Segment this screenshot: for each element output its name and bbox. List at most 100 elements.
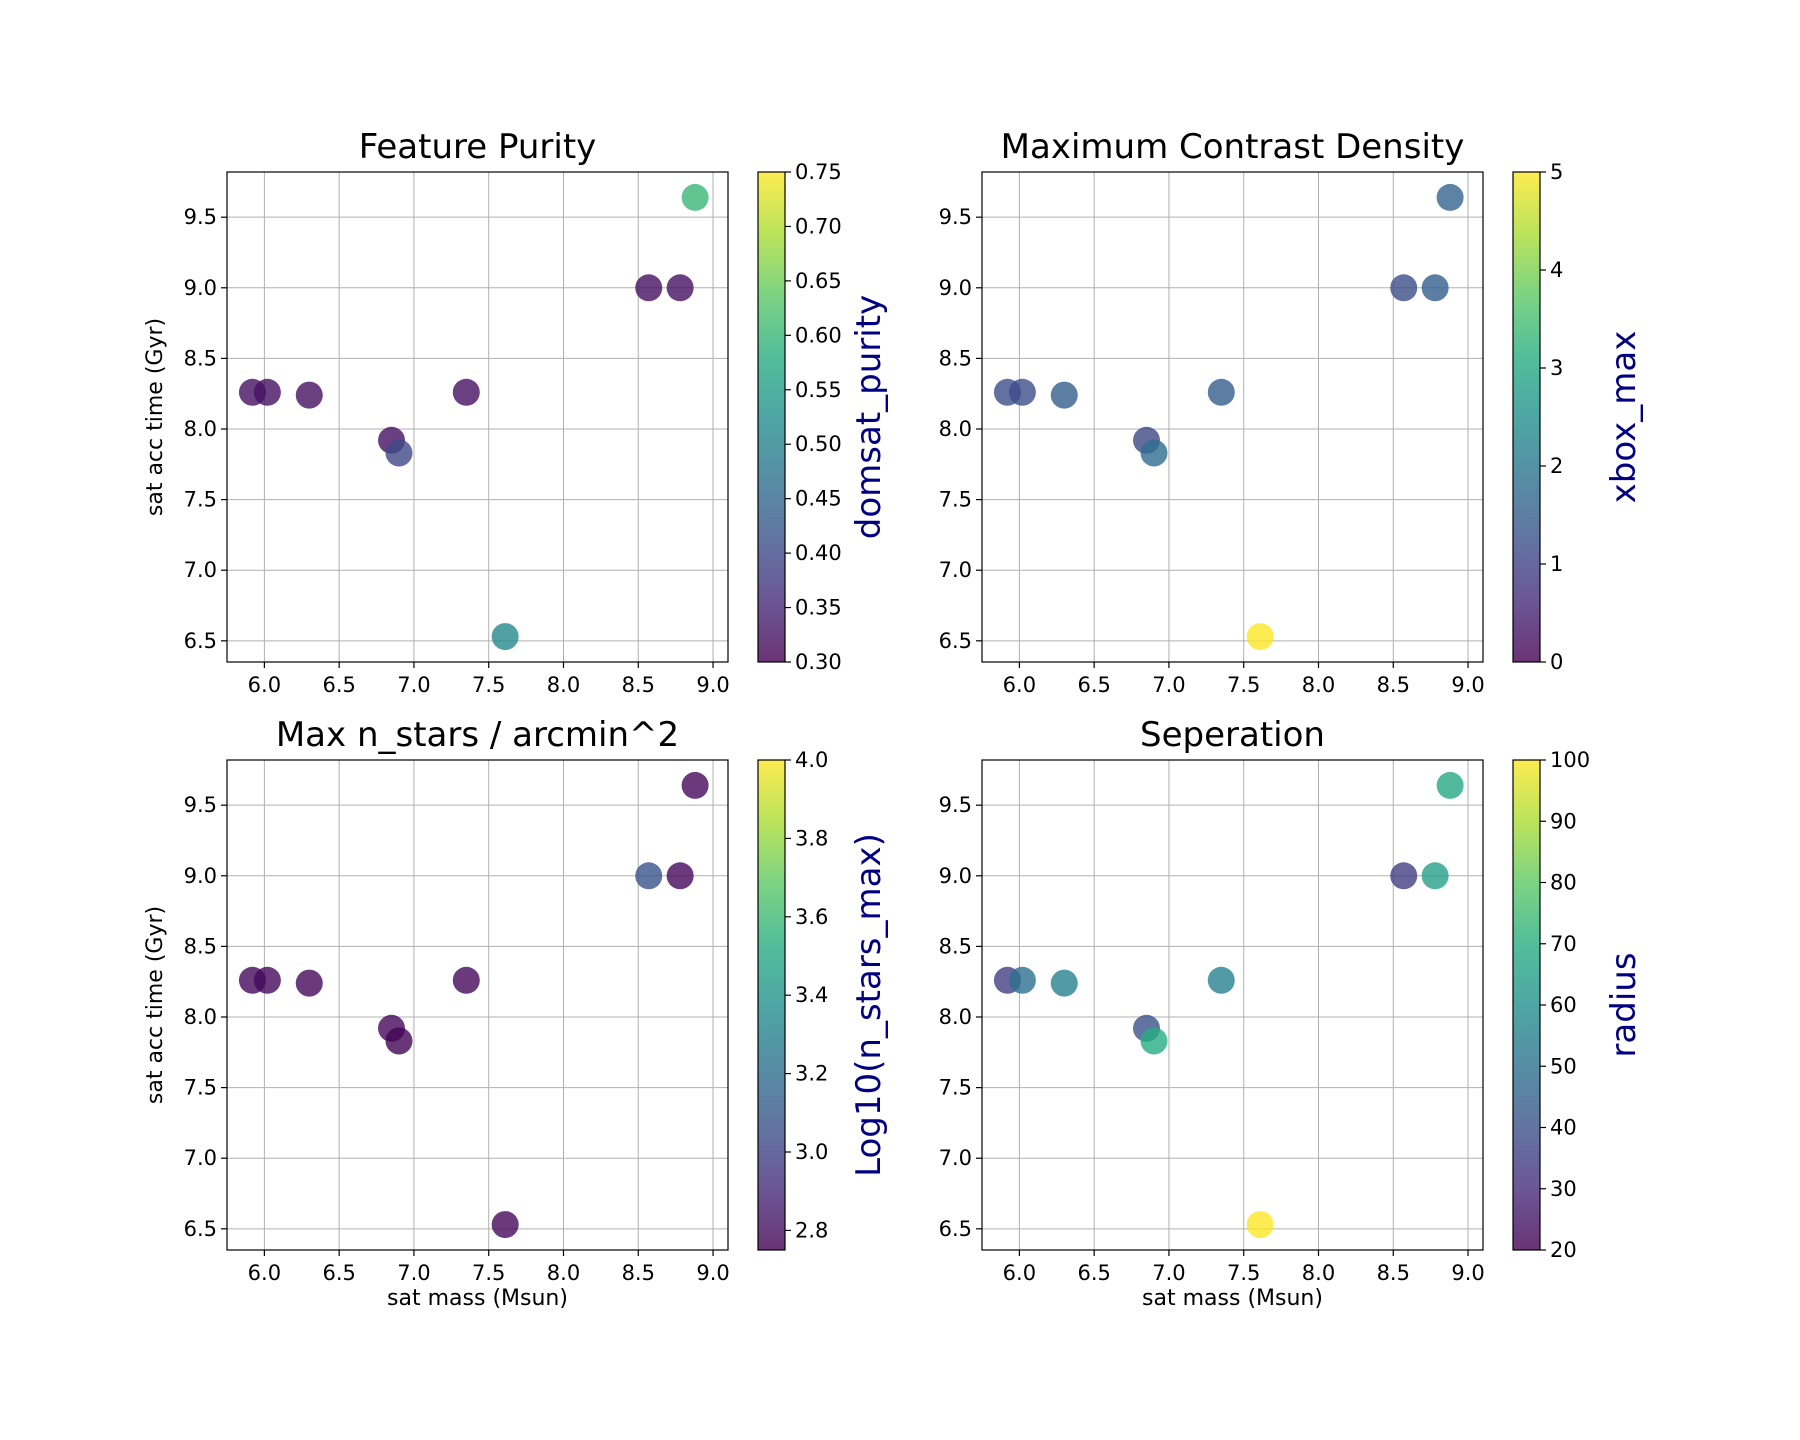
data-point	[1207, 378, 1235, 406]
data-point	[385, 1027, 413, 1055]
y-tick-label: 8.5	[184, 346, 217, 370]
y-tick-label: 6.5	[184, 1217, 217, 1241]
y-tick-label: 9.0	[184, 864, 217, 888]
colorbar-tick-label: 4	[1550, 258, 1563, 282]
colorbar-tick-label: 5	[1550, 160, 1563, 184]
colorbar-tick-label: 0.50	[795, 432, 842, 456]
panel-4: 6.0 6.5 7.0 7.5 8.0 8.5 9.0 6.5 7.0 7.5 8.0 8.5 9.0 9…	[939, 715, 1644, 1311]
colorbar-tick-label: 80	[1550, 871, 1577, 895]
y-tick-label: 7.5	[939, 1076, 972, 1100]
data-point	[666, 862, 694, 890]
x-tick-label: 7.0	[1152, 1261, 1185, 1285]
colorbar-tick-label: 20	[1550, 1238, 1577, 1262]
y-tick-label: 7.0	[184, 1146, 217, 1170]
colorbar-tick-label: 90	[1550, 809, 1577, 833]
y-tick-label: 8.0	[939, 417, 972, 441]
y-tick-label: 8.0	[184, 417, 217, 441]
colorbar-gradient	[758, 760, 785, 1250]
colorbar-tick-label: 30	[1550, 1177, 1577, 1201]
y-tick-label: 9.5	[939, 793, 972, 817]
data-point	[1436, 183, 1464, 211]
colorbar-tick-label: 0.60	[795, 323, 842, 347]
colorbar-frame	[1512, 171, 1541, 663]
x-tick-label: 8.5	[1377, 1261, 1410, 1285]
plot-frame	[981, 171, 1484, 663]
colorbar-tick-label: 2.8	[795, 1218, 828, 1242]
colorbar-label: xbox_max	[1604, 331, 1644, 504]
chart-title: Max n_stars / arcmin^2	[276, 715, 679, 755]
colorbar-tick-label: 0.30	[795, 650, 842, 674]
x-tick-label: 6.5	[322, 673, 355, 697]
data-point	[1207, 966, 1235, 994]
colorbar-tick-label: 100	[1550, 748, 1590, 772]
colorbar-tick-label: 0.40	[795, 541, 842, 565]
y-tick-label: 7.0	[184, 558, 217, 582]
data-point	[635, 862, 663, 890]
colorbar-tick-label: 3.8	[795, 826, 828, 850]
colorbar-label: Log10(n_stars_max)	[849, 833, 889, 1177]
y-tick-label: 8.5	[939, 934, 972, 958]
data-point	[1421, 274, 1449, 302]
x-tick-label: 7.0	[1152, 673, 1185, 697]
y-tick-label: 7.0	[939, 1146, 972, 1170]
x-axis-label: sat mass (Msun)	[387, 1286, 568, 1311]
y-tick-label: 9.5	[939, 205, 972, 229]
y-tick-label: 6.5	[184, 629, 217, 653]
colorbar-label: radius	[1604, 952, 1644, 1057]
x-tick-label: 7.5	[1227, 673, 1260, 697]
colorbar-tick-label: 60	[1550, 993, 1577, 1017]
y-tick-label: 7.0	[939, 558, 972, 582]
data-point	[253, 378, 281, 406]
colorbar: 2.8 3.0 3.2 3.4 3.6 3.8 4.0 Log10(n_stars_max)	[757, 748, 889, 1251]
panel-2: 6.0 6.5 7.0 7.5 8.0 8.5 9.0 6.5 7.0 7.5 8.0 8.5 9.0 9…	[939, 127, 1644, 697]
colorbar-tick-label: 0.35	[795, 596, 842, 620]
data-point	[1246, 1211, 1274, 1239]
x-tick-label: 8.5	[1377, 673, 1410, 697]
colorbar-tick-label: 3.0	[795, 1140, 828, 1164]
y-tick-label: 9.5	[184, 793, 217, 817]
x-tick-label: 9.0	[1451, 1261, 1484, 1285]
data-point	[491, 623, 519, 651]
x-tick-label: 9.0	[696, 673, 729, 697]
colorbar-frame	[757, 171, 786, 663]
data-point	[385, 439, 413, 467]
x-tick-label: 6.5	[1077, 1261, 1110, 1285]
x-tick-label: 7.0	[397, 673, 430, 697]
plot-frame	[981, 759, 1484, 1251]
x-tick-label: 6.5	[1077, 673, 1110, 697]
colorbar-tick-label: 40	[1550, 1116, 1577, 1140]
data-point	[635, 274, 663, 302]
y-tick-label: 9.0	[939, 276, 972, 300]
colorbar-tick-label: 0.65	[795, 269, 842, 293]
x-tick-label: 8.5	[622, 1261, 655, 1285]
data-point	[1050, 969, 1078, 997]
colorbar-gradient	[758, 172, 785, 662]
chart-title: Maximum Contrast Density	[1001, 127, 1465, 167]
x-tick-label: 6.0	[1003, 1261, 1036, 1285]
y-tick-label: 7.5	[184, 488, 217, 512]
x-axis-label: sat mass (Msun)	[1142, 1286, 1323, 1311]
data-point	[666, 274, 694, 302]
plot-frame	[226, 171, 729, 663]
y-tick-label: 6.5	[939, 629, 972, 653]
x-tick-label: 8.5	[622, 673, 655, 697]
x-tick-label: 7.5	[472, 673, 505, 697]
y-tick-label: 8.0	[184, 1005, 217, 1029]
colorbar-frame	[757, 759, 786, 1251]
x-tick-label: 7.0	[397, 1261, 430, 1285]
x-tick-label: 8.0	[1302, 673, 1335, 697]
data-point	[452, 378, 480, 406]
data-point	[1246, 623, 1274, 651]
data-point	[1008, 378, 1036, 406]
x-tick-label: 6.0	[248, 673, 281, 697]
colorbar: 0 1 2 3 4 5 xbox_max	[1512, 160, 1644, 674]
colorbar-tick-label: 0.55	[795, 378, 842, 402]
plot-frame	[226, 759, 729, 1251]
colorbar-tick-label: 1	[1550, 552, 1563, 576]
colorbar-tick-label: 70	[1550, 932, 1577, 956]
y-tick-label: 8.0	[939, 1005, 972, 1029]
y-tick-label: 9.0	[939, 864, 972, 888]
x-tick-label: 8.0	[547, 1261, 580, 1285]
data-point	[491, 1211, 519, 1239]
colorbar: 20 30 40 50 60 70 80 90 100 radius	[1512, 748, 1644, 1262]
